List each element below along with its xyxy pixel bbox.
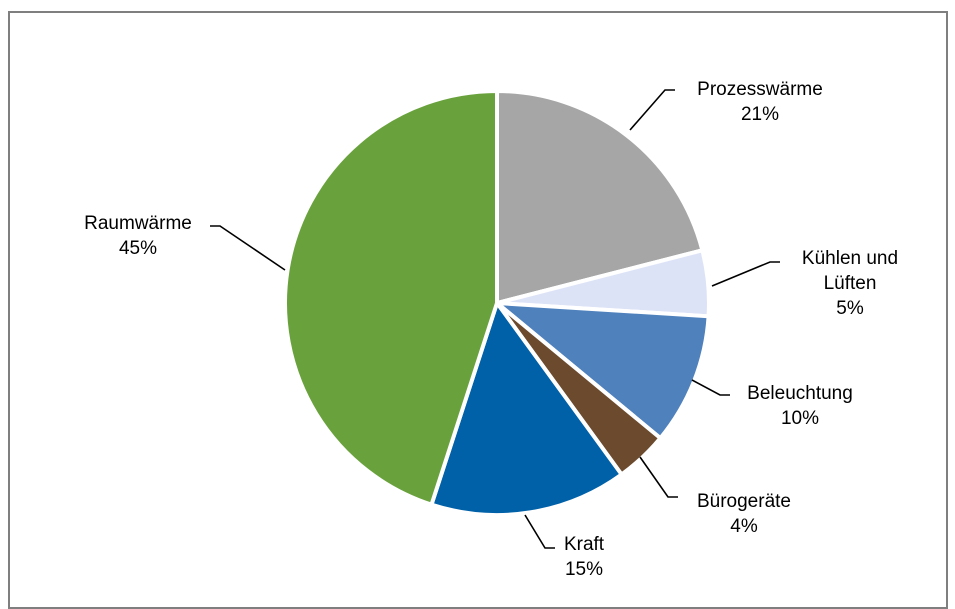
pie-slice-kraft	[429, 301, 624, 517]
data-label-buerogeraete: Bürogeräte 4%	[697, 491, 791, 537]
leader-line-kraft	[524, 514, 555, 549]
slice-name-label: Kraft	[564, 534, 605, 555]
slice-name-label: Lüften	[824, 273, 877, 294]
leader-line-prozesswaerme	[629, 89, 675, 131]
slice-value-label: 21%	[741, 104, 779, 125]
slice-name-label: Raumwärme	[84, 213, 192, 234]
slice-value-label: 10%	[781, 408, 819, 429]
pie-slice-prozesswaerme	[495, 89, 705, 305]
leader-line-buerogeraete	[639, 456, 678, 498]
slice-value-label: 5%	[836, 298, 864, 319]
pie-slice-raumwaerme	[283, 89, 499, 507]
leader-line-raumwaerme	[210, 225, 286, 271]
slice-name-label: Bürogeräte	[697, 491, 791, 512]
slice-name-label: Kühlen und	[802, 248, 898, 269]
leader-line-beleuchtung	[691, 379, 730, 396]
slice-value-label: 45%	[119, 238, 157, 259]
data-label-kraft: Kraft 15%	[564, 534, 605, 580]
data-label-raumwaerme: Raumwärme 45%	[84, 213, 192, 259]
slice-name-label: Prozesswärme	[697, 79, 823, 100]
data-label-prozesswaerme: Prozesswärme 21%	[697, 79, 823, 125]
slice-value-label: 15%	[565, 559, 603, 580]
data-label-beleuchtung: Beleuchtung 10%	[747, 383, 853, 429]
leader-line-kuehlen-und-lueften	[711, 261, 780, 287]
slice-value-label: 4%	[730, 516, 758, 537]
data-label-kuehlen-und-lueften: Kühlen und Lüften 5%	[802, 248, 898, 319]
slice-name-label: Beleuchtung	[747, 383, 853, 404]
